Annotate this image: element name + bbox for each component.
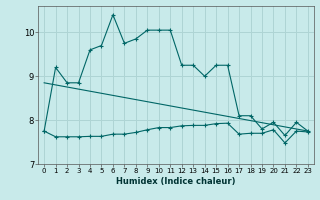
X-axis label: Humidex (Indice chaleur): Humidex (Indice chaleur) [116, 177, 236, 186]
